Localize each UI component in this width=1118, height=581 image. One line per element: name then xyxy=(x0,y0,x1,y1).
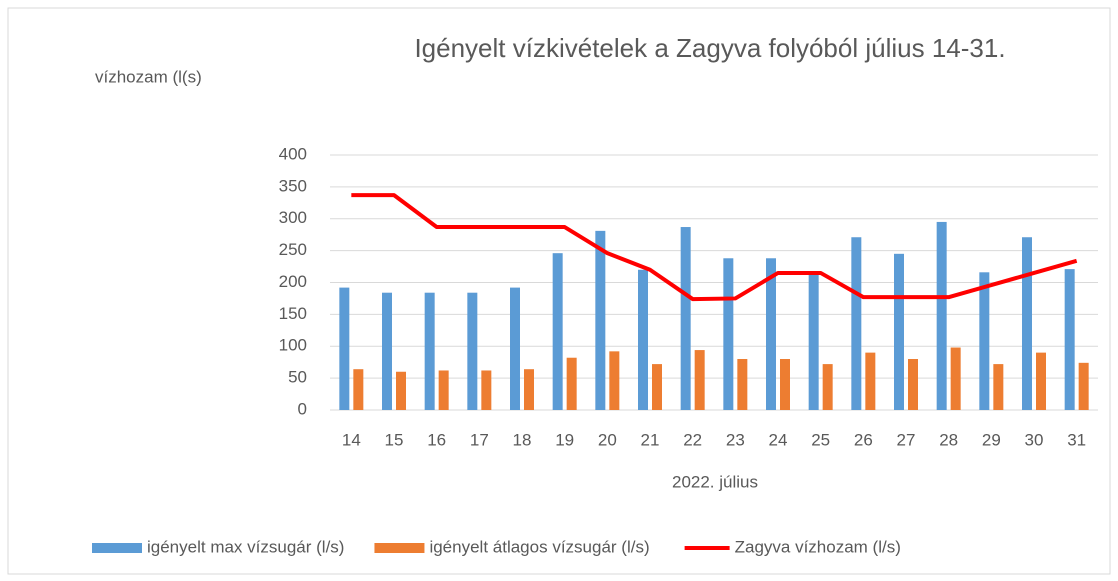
legend-label: Zagyva vízhozam (l/s) xyxy=(735,537,901,556)
x-tick-label: 22 xyxy=(683,430,702,449)
y-tick-label: 50 xyxy=(288,368,307,387)
bar xyxy=(680,227,691,410)
bar xyxy=(396,371,406,410)
x-axis-label: 2022. július xyxy=(672,472,758,491)
bar xyxy=(1022,237,1032,410)
bar xyxy=(950,347,961,410)
bar xyxy=(382,292,392,410)
x-tick-label: 15 xyxy=(385,430,404,449)
bar xyxy=(808,274,819,410)
bar xyxy=(524,369,534,410)
y-tick-label: 100 xyxy=(279,336,307,355)
x-tick-label: 27 xyxy=(897,430,916,449)
bar xyxy=(908,359,918,410)
y-tick-label: 400 xyxy=(279,144,307,163)
x-tick-label: 17 xyxy=(470,430,489,449)
y-tick-label: 250 xyxy=(279,240,307,259)
bar xyxy=(339,287,350,410)
y-tick-label: 200 xyxy=(279,272,307,291)
x-tick-label: 25 xyxy=(811,430,830,449)
bar xyxy=(979,272,990,410)
x-tick-label: 31 xyxy=(1067,430,1086,449)
x-tick-label: 16 xyxy=(427,430,446,449)
bar xyxy=(552,253,563,410)
bar xyxy=(638,269,648,410)
x-tick-label: 14 xyxy=(342,430,361,449)
x-tick-label: 19 xyxy=(555,430,574,449)
bar xyxy=(424,292,435,410)
bar xyxy=(1064,269,1075,410)
bar xyxy=(822,364,833,410)
bar xyxy=(737,359,748,410)
legend-label: igényelt max vízsugár (l/s) xyxy=(147,537,344,556)
bar xyxy=(1078,362,1089,410)
x-tick-label: 29 xyxy=(982,430,1001,449)
bar xyxy=(723,258,734,410)
x-tick-label: 23 xyxy=(726,430,745,449)
x-tick-label: 30 xyxy=(1025,430,1044,449)
legend-swatch xyxy=(374,543,425,553)
bar xyxy=(353,369,364,410)
bar xyxy=(894,253,904,410)
bar xyxy=(467,292,478,410)
y-tick-label: 300 xyxy=(279,208,307,227)
x-tick-label: 24 xyxy=(769,430,788,449)
chart-title: Igényelt vízkivételek a Zagyva folyóból … xyxy=(414,33,1005,63)
x-tick-label: 18 xyxy=(513,430,532,449)
x-tick-label: 28 xyxy=(939,430,958,449)
bar xyxy=(766,258,776,410)
bar xyxy=(652,364,662,410)
bar xyxy=(780,359,790,410)
bar xyxy=(694,350,705,410)
y-tick-label: 0 xyxy=(298,399,307,418)
bar xyxy=(438,370,449,410)
bar xyxy=(1036,352,1046,410)
legend-label: igényelt átlagos vízsugár (l/s) xyxy=(429,537,649,556)
legend-swatch xyxy=(92,543,142,553)
bar xyxy=(865,352,876,410)
y-axis-label: vízhozam (l(s) xyxy=(95,67,202,86)
bar xyxy=(993,364,1004,410)
x-tick-label: 26 xyxy=(854,430,873,449)
bar xyxy=(609,351,620,410)
y-tick-label: 150 xyxy=(279,304,307,323)
bar xyxy=(851,237,862,410)
bar xyxy=(566,357,577,410)
bar xyxy=(481,370,492,410)
line xyxy=(351,193,1078,302)
bar xyxy=(936,221,947,410)
x-tick-label: 21 xyxy=(641,430,660,449)
y-tick-label: 350 xyxy=(279,176,307,195)
x-tick-label: 20 xyxy=(598,430,617,449)
bar xyxy=(510,287,520,410)
bar xyxy=(595,230,606,410)
